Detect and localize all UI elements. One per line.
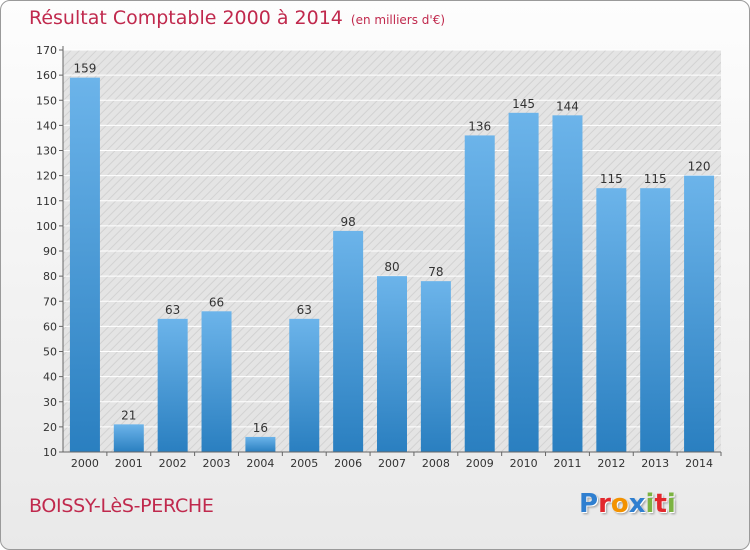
x-tick-label: 2008 [422, 457, 450, 470]
y-tick-label: 30 [43, 396, 57, 409]
x-tick-label: 2003 [203, 457, 231, 470]
unit-note: (en milliers d'€) [350, 13, 446, 27]
value-label: 98 [340, 215, 355, 229]
value-label: 63 [297, 303, 312, 317]
value-label: 115 [644, 172, 667, 186]
bar-2000 [69, 77, 100, 452]
x-tick-label: 2005 [290, 457, 318, 470]
value-label: 63 [165, 303, 180, 317]
bar-2004 [245, 436, 276, 452]
y-tick-label: 120 [36, 170, 57, 183]
y-tick-label: 20 [43, 421, 57, 434]
value-label: 80 [384, 260, 399, 274]
bar-2013 [640, 188, 671, 452]
y-tick-label: 140 [36, 119, 57, 132]
x-tick-label: 2002 [159, 457, 187, 470]
x-tick-label: 2013 [641, 457, 669, 470]
value-label: 136 [468, 119, 491, 133]
value-label: 115 [600, 172, 623, 186]
y-tick-label: 150 [36, 94, 57, 107]
y-tick-label: 170 [36, 44, 57, 57]
bar-2009 [464, 135, 495, 453]
proxiti-logo: Proxiti [579, 489, 676, 519]
bar-2010 [508, 112, 539, 452]
chart-title-text: Résultat Comptable 2000 à 2014 [29, 7, 343, 29]
bar-2002 [157, 318, 188, 452]
x-tick-label: 2014 [685, 457, 713, 470]
y-tick-label: 60 [43, 320, 57, 333]
y-tick-label: 80 [43, 270, 57, 283]
logo-letter: x [628, 489, 646, 519]
y-tick-label: 130 [36, 145, 57, 158]
x-tick-label: 2011 [553, 457, 581, 470]
x-tick-label: 2001 [115, 457, 143, 470]
bar-2007 [377, 276, 407, 452]
logo-letter: o [610, 489, 629, 519]
y-tick-label: 40 [43, 371, 57, 384]
y-tick-label: 160 [36, 69, 57, 82]
y-tick-label: 70 [43, 295, 57, 308]
value-label: 144 [556, 99, 579, 113]
y-tick-label: 90 [43, 245, 57, 258]
bar-2006 [333, 230, 364, 452]
value-label: 16 [253, 421, 268, 435]
bar-2011 [552, 115, 583, 452]
x-tick-label: 2006 [334, 457, 362, 470]
value-label: 159 [73, 62, 96, 76]
value-label: 66 [209, 295, 224, 309]
y-tick-label: 100 [36, 220, 57, 233]
x-tick-label: 2009 [466, 457, 494, 470]
bar-2012 [596, 188, 627, 452]
bar-2005 [289, 318, 320, 452]
x-tick-label: 2000 [71, 457, 99, 470]
town-name: BOISSY-LèS-PERCHE [29, 495, 214, 517]
logo-letter: P [579, 489, 599, 519]
logo-letter: i [666, 489, 676, 519]
logo-letter: r [598, 489, 611, 519]
logo-letter: t [654, 489, 667, 519]
value-label: 21 [121, 408, 136, 422]
bar-2014 [684, 175, 715, 452]
chart-title: Résultat Comptable 2000 à 2014 (en millie… [29, 7, 445, 29]
value-label: 120 [688, 160, 711, 174]
y-tick-label: 110 [36, 195, 57, 208]
bar-2001 [113, 424, 144, 452]
y-tick-label: 10 [43, 446, 57, 459]
y-tick-label: 50 [43, 346, 57, 359]
bar-2003 [201, 311, 232, 452]
x-tick-label: 2004 [246, 457, 274, 470]
logo-letter: i [645, 489, 655, 519]
x-tick-label: 2012 [597, 457, 625, 470]
bar-2008 [420, 281, 451, 452]
x-tick-label: 2010 [510, 457, 538, 470]
value-label: 78 [428, 265, 443, 279]
x-tick-label: 2007 [378, 457, 406, 470]
value-label: 145 [512, 97, 535, 111]
